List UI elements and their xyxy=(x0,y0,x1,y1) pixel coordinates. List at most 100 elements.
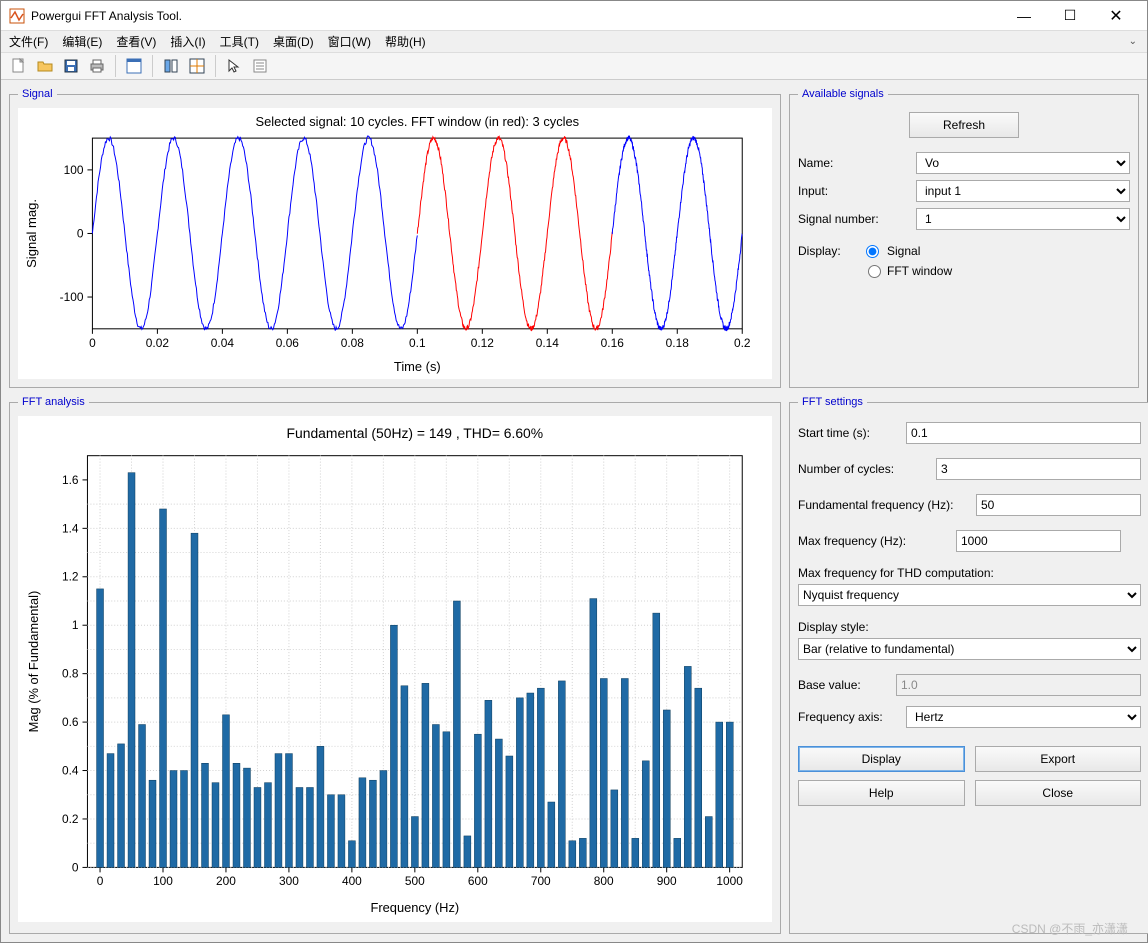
svg-text:0.02: 0.02 xyxy=(146,336,170,350)
svg-text:0.1: 0.1 xyxy=(409,336,426,350)
thd-label: Max frequency for THD computation: xyxy=(798,566,1141,580)
menu-overflow-icon[interactable]: ⌄ xyxy=(1129,36,1137,47)
svg-text:200: 200 xyxy=(216,874,236,888)
base-input xyxy=(896,674,1141,696)
svg-text:400: 400 xyxy=(342,874,362,888)
svg-text:Frequency (Hz): Frequency (Hz) xyxy=(370,900,459,915)
svg-text:500: 500 xyxy=(405,874,425,888)
content-area: Signal 00.020.040.060.080.10.120.140.160… xyxy=(1,80,1147,942)
axis-label: Frequency axis: xyxy=(798,710,898,724)
fund-input[interactable] xyxy=(976,494,1141,516)
svg-text:0.2: 0.2 xyxy=(734,336,751,350)
start-input[interactable] xyxy=(906,422,1141,444)
signal-chart: 00.020.040.060.080.10.120.140.160.180.2-… xyxy=(18,108,772,379)
menu-view[interactable]: 查看(V) xyxy=(116,33,156,50)
app-window: Powergui FFT Analysis Tool. — ☐ ✕ 文件(F) … xyxy=(0,0,1148,943)
svg-text:0: 0 xyxy=(89,336,96,350)
refresh-button[interactable]: Refresh xyxy=(909,112,1019,138)
svg-text:1000: 1000 xyxy=(716,874,743,888)
open-icon[interactable] xyxy=(33,54,57,78)
svg-text:Selected signal: 10 cycles. FF: Selected signal: 10 cycles. FFT window (… xyxy=(255,114,579,129)
input-select[interactable]: input 1 xyxy=(916,180,1130,202)
display-label: Display: xyxy=(798,244,858,258)
svg-text:900: 900 xyxy=(657,874,677,888)
fft-legend: FFT analysis xyxy=(18,396,89,408)
pointer-icon[interactable] xyxy=(222,54,246,78)
print-icon[interactable] xyxy=(85,54,109,78)
menu-insert[interactable]: 插入(I) xyxy=(170,33,205,50)
svg-text:1: 1 xyxy=(72,618,79,632)
svg-text:1.4: 1.4 xyxy=(62,521,79,535)
svg-text:0: 0 xyxy=(77,226,84,240)
thd-select[interactable]: Nyquist frequency xyxy=(798,584,1141,606)
svg-text:0.12: 0.12 xyxy=(471,336,495,350)
svg-text:700: 700 xyxy=(531,874,551,888)
app-icon xyxy=(9,8,25,24)
menubar: 文件(F) 编辑(E) 查看(V) 插入(I) 工具(T) 桌面(D) 窗口(W… xyxy=(1,31,1147,53)
svg-text:0.6: 0.6 xyxy=(62,715,79,729)
svg-text:0: 0 xyxy=(97,874,104,888)
svg-text:Time (s): Time (s) xyxy=(394,359,441,374)
radio-fftwindow[interactable] xyxy=(868,265,881,278)
fft-analysis-panel: FFT analysis 0 100 200 300 400 500 600 700 800 90… xyxy=(9,396,781,934)
style-label: Display style: xyxy=(798,620,1141,634)
fund-label: Fundamental frequency (Hz): xyxy=(798,498,968,512)
style-select[interactable]: Bar (relative to fundamental) xyxy=(798,638,1141,660)
properties-icon[interactable] xyxy=(248,54,272,78)
svg-text:1.6: 1.6 xyxy=(62,473,79,487)
radio-fftwindow-label: FFT window xyxy=(887,264,952,278)
close-button[interactable]: ✕ xyxy=(1093,1,1139,31)
minimize-button[interactable]: — xyxy=(1001,1,1047,31)
figure-icon[interactable] xyxy=(122,54,146,78)
svg-text:0.08: 0.08 xyxy=(341,336,365,350)
menu-edit[interactable]: 编辑(E) xyxy=(62,33,102,50)
settings-legend: FFT settings xyxy=(798,396,867,408)
close-button-panel[interactable]: Close xyxy=(975,780,1142,806)
cycles-label: Number of cycles: xyxy=(798,462,928,476)
axis-select[interactable]: Hertz xyxy=(906,706,1141,728)
svg-text:300: 300 xyxy=(279,874,299,888)
fft-settings-panel: FFT settings Start time (s): Number of c… xyxy=(789,396,1148,934)
dock-icon[interactable] xyxy=(159,54,183,78)
menu-window[interactable]: 窗口(W) xyxy=(328,33,371,50)
svg-text:800: 800 xyxy=(594,874,614,888)
menu-desktop[interactable]: 桌面(D) xyxy=(273,33,314,50)
signal-panel: Signal 00.020.040.060.080.10.120.140.160… xyxy=(9,88,781,388)
menu-tools[interactable]: 工具(T) xyxy=(220,33,259,50)
svg-text:Mag (% of Fundamental): Mag (% of Fundamental) xyxy=(26,591,41,733)
name-select[interactable]: Vo xyxy=(916,152,1130,174)
svg-text:0.2: 0.2 xyxy=(62,812,79,826)
maximize-button[interactable]: ☐ xyxy=(1047,1,1093,31)
name-label: Name: xyxy=(798,156,908,170)
signum-label: Signal number: xyxy=(798,212,908,226)
start-label: Start time (s): xyxy=(798,426,898,440)
available-legend: Available signals xyxy=(798,88,888,100)
cycles-input[interactable] xyxy=(936,458,1141,480)
fft-chart: 0 100 200 300 400 500 600 700 800 900 1000 0 0.2 0.4 0… xyxy=(18,416,772,922)
help-button[interactable]: Help xyxy=(798,780,965,806)
layout-icon[interactable] xyxy=(185,54,209,78)
available-signals-panel: Available signals Refresh Name: Vo Input… xyxy=(789,88,1139,388)
new-icon[interactable] xyxy=(7,54,31,78)
svg-text:1.2: 1.2 xyxy=(62,570,79,584)
save-icon[interactable] xyxy=(59,54,83,78)
svg-text:0: 0 xyxy=(72,860,79,874)
signum-select[interactable]: 1 xyxy=(916,208,1130,230)
svg-text:100: 100 xyxy=(153,874,173,888)
signal-legend: Signal xyxy=(18,88,57,100)
radio-signal-label: Signal xyxy=(887,244,920,258)
svg-text:600: 600 xyxy=(468,874,488,888)
svg-text:-100: -100 xyxy=(60,290,84,304)
display-button[interactable]: Display xyxy=(798,746,965,772)
toolbar xyxy=(1,53,1147,80)
radio-signal[interactable] xyxy=(866,245,879,258)
export-button[interactable]: Export xyxy=(975,746,1142,772)
input-label: Input: xyxy=(798,184,908,198)
menu-file[interactable]: 文件(F) xyxy=(9,33,48,50)
maxf-input[interactable] xyxy=(956,530,1121,552)
svg-text:0.16: 0.16 xyxy=(601,336,625,350)
menu-help[interactable]: 帮助(H) xyxy=(385,33,426,50)
svg-text:0.04: 0.04 xyxy=(211,336,235,350)
svg-text:0.4: 0.4 xyxy=(62,764,79,778)
svg-text:0.8: 0.8 xyxy=(62,667,79,681)
